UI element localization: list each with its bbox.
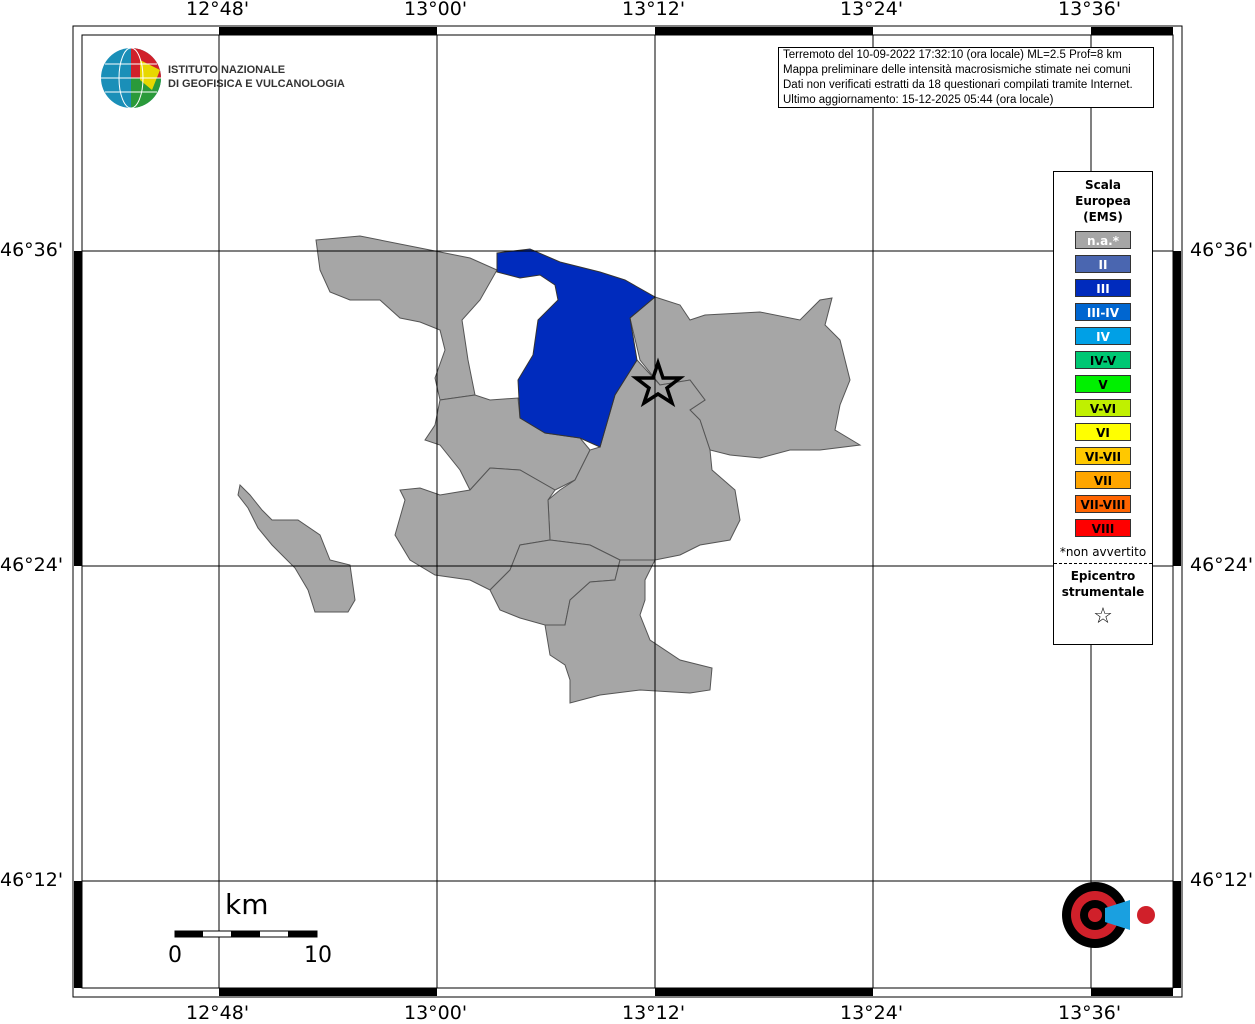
- legend-swatch: IV-V: [1075, 351, 1131, 369]
- lat-tick-left: 46°12': [0, 869, 64, 891]
- lon-tick-top: 13°24': [840, 0, 904, 20]
- legend-swatch: II: [1075, 255, 1131, 273]
- ems-legend: Scala Europea (EMS) n.a.* II III III-IV IV IV…: [1053, 171, 1153, 645]
- ingv-line1: ISTITUTO NAZIONALE: [168, 64, 286, 76]
- municipality: [237, 483, 356, 613]
- felt-municipality-III: [496, 248, 656, 448]
- scale-bar: [174, 930, 318, 938]
- legend-title: Scala Europea (EMS): [1054, 177, 1152, 225]
- info-line: Mappa preliminare delle intensità macros…: [783, 64, 1131, 76]
- legend-divider: [1054, 563, 1152, 564]
- lat-tick-left: 46°24': [0, 554, 64, 576]
- lon-tick-top: 13°36': [1058, 0, 1122, 20]
- legend-swatch: IV: [1075, 327, 1131, 345]
- lon-tick-bottom: 13°12': [622, 1002, 686, 1024]
- lon-tick-bottom: 12°48': [186, 1002, 250, 1024]
- ingv-logo-text: ISTITUTO NAZIONALE DI GEOFISICA E VULCAN…: [168, 63, 345, 91]
- legend-title-line: (EMS): [1083, 210, 1123, 224]
- ingv-logo: [101, 47, 161, 109]
- legend-swatch: V-VI: [1075, 399, 1131, 417]
- info-line: Dati non verificati estratti da 18 quest…: [783, 79, 1133, 91]
- scale-start: 0: [168, 943, 182, 968]
- legend-swatch: V: [1075, 375, 1131, 393]
- scale-unit: km: [225, 888, 269, 921]
- municipalities: [237, 235, 862, 704]
- municipality: [544, 559, 713, 704]
- municipality: [394, 467, 556, 591]
- lon-tick-top: 12°48': [186, 0, 250, 20]
- lat-tick-left: 46°36': [0, 239, 64, 261]
- frame-ticks: [74, 27, 1181, 996]
- legend-note: *non avvertito: [1059, 545, 1147, 559]
- scale-end: 10: [304, 943, 332, 968]
- lat-tick-right: 46°24': [1190, 554, 1254, 576]
- legend-title-line: Scala: [1084, 178, 1122, 192]
- epicenter-star-icon: [630, 357, 686, 408]
- lon-tick-bottom: 13°24': [840, 1002, 904, 1024]
- legend-swatch: III: [1075, 279, 1131, 297]
- event-info-box: Terremoto del 10-09-2022 17:32:10 (ora l…: [778, 47, 1154, 108]
- ingv-line2: DI GEOFISICA E VULCANOLOGIA: [168, 78, 345, 90]
- epicenter-label-line: strumentale: [1061, 585, 1145, 599]
- lon-tick-top: 13°00': [404, 0, 468, 20]
- haisentito-logo: [1062, 882, 1155, 948]
- lon-tick-top: 13°12': [622, 0, 686, 20]
- epicenter-label-line: Epicentro: [1070, 569, 1136, 583]
- legend-swatch: VII: [1075, 471, 1131, 489]
- lon-tick-bottom: 13°00': [404, 1002, 468, 1024]
- info-line: Ultimo aggiornamento: 15-12-2025 05:44 (…: [783, 94, 1054, 106]
- lat-tick-right: 46°12': [1190, 869, 1254, 891]
- legend-swatch: VI-VII: [1075, 447, 1131, 465]
- legend-swatch: VIII: [1075, 519, 1131, 537]
- info-line: Terremoto del 10-09-2022 17:32:10 (ora l…: [783, 49, 1122, 61]
- epicenter-star-icon: ☆: [1093, 604, 1113, 629]
- epicenter-label: Epicentro strumentale: [1054, 568, 1152, 600]
- legend-swatch: VII-VIII: [1075, 495, 1131, 513]
- municipality: [547, 359, 741, 561]
- lat-tick-right: 46°36': [1190, 239, 1254, 261]
- legend-swatch: III-IV: [1075, 303, 1131, 321]
- legend-title-line: Europea: [1075, 194, 1131, 208]
- lon-tick-bottom: 13°36': [1058, 1002, 1122, 1024]
- legend-swatch: VI: [1075, 423, 1131, 441]
- legend-swatch: n.a.*: [1075, 231, 1131, 249]
